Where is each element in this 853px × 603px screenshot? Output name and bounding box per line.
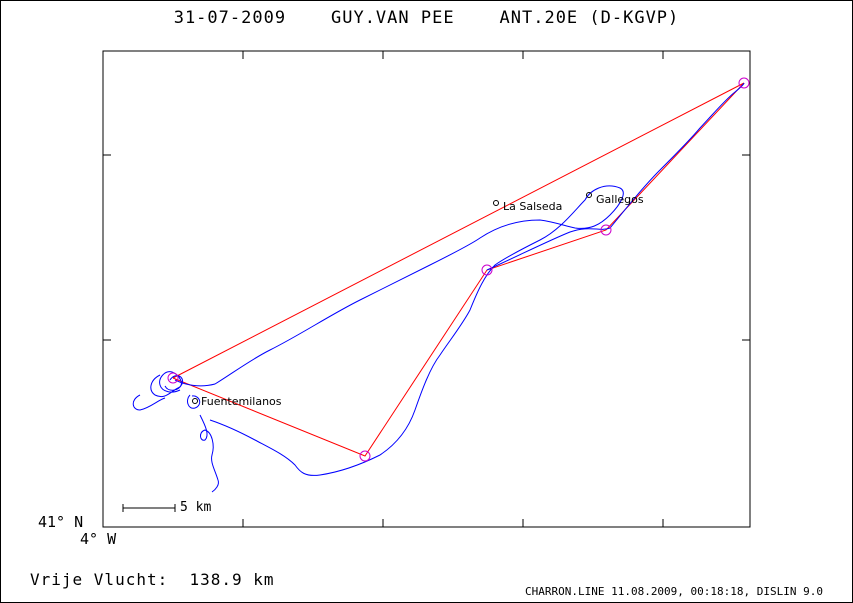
track-southern-tail xyxy=(199,414,219,493)
track-cluster-start xyxy=(132,371,201,411)
task-lines xyxy=(172,82,745,457)
latitude-label: 41° N xyxy=(38,513,84,531)
town-markers xyxy=(192,192,592,404)
turnpoint-start xyxy=(167,372,179,384)
scale-label: 5 km xyxy=(180,500,212,515)
axis-ticks xyxy=(103,51,750,527)
flight-title: 31-07-2009 GUY.VAN PEE ANT.20E (D-KGVP) xyxy=(173,8,680,28)
turnpoint-4 xyxy=(359,450,371,462)
free-flight-distance: Vrije Vlucht: 138.9 km xyxy=(30,570,275,589)
town-marker-la-salseda xyxy=(493,200,499,206)
gps-track xyxy=(132,82,745,493)
scale-bar xyxy=(122,504,176,512)
turnpoint-3 xyxy=(481,264,493,276)
plot-frame xyxy=(102,50,751,528)
turnpoint-2 xyxy=(600,224,612,236)
town-marker-fuentemilanos xyxy=(192,398,198,404)
turnpoint-1 xyxy=(738,77,750,89)
footer-credits: CHARRON.LINE 11.08.2009, 00:18:18, DISLI… xyxy=(524,585,823,598)
town-label-la-salseda: La Salseda xyxy=(503,200,563,213)
town-label-fuentemilanos: Fuentemilanos xyxy=(201,395,282,408)
longitude-label: 4° W xyxy=(80,530,117,548)
task-line xyxy=(172,82,745,457)
town-label-gallegos: Gallegos xyxy=(596,193,644,206)
track-final-leg xyxy=(486,82,745,271)
turnpoints xyxy=(167,77,750,462)
town-marker-gallegos xyxy=(586,192,592,198)
track-outbound xyxy=(174,185,624,476)
